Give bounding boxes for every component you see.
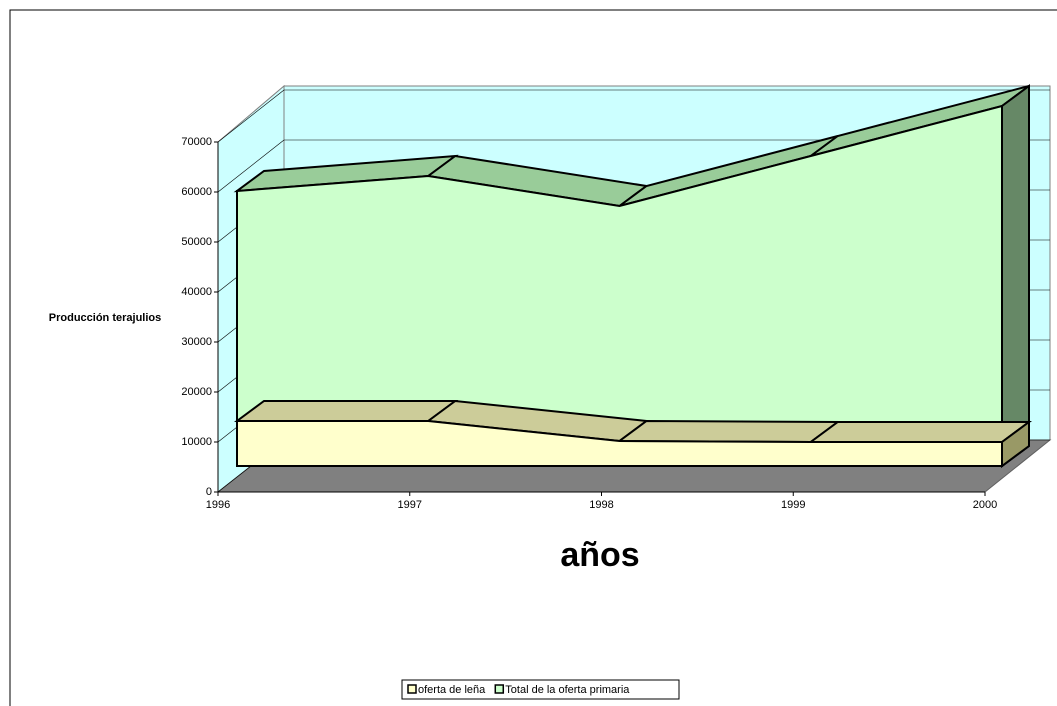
area-top [233,400,459,422]
grid-line [217,89,285,143]
x-tick-label: 1997 [398,499,422,511]
legend-swatch [494,684,505,694]
y-tick-label: 0 [206,486,212,498]
area-end [1001,84,1030,468]
x-tick-label: 2000 [973,499,997,511]
grid-line [217,139,285,193]
y-tick-label: 70000 [181,136,212,148]
y-tick-label: 30000 [181,336,212,348]
y-tick-label: 50000 [181,236,212,248]
x-tick-label: 1999 [781,499,805,511]
y-tick-label: 40000 [181,286,212,298]
x-tick-label: 1998 [589,499,613,511]
y-tick-label: 60000 [181,186,212,198]
area-top [807,421,1033,443]
area [236,420,1003,467]
y-tick-label: 10000 [181,436,212,448]
legend-label: oferta de leña [418,684,486,696]
legend-label: Total de la oferta primaria [505,684,630,696]
area [236,104,1003,467]
area-top [616,419,841,444]
y-tick-label: 20000 [181,386,212,398]
y-axis-label: Producción terajulios [49,312,161,324]
x-axis-label: años [560,536,639,574]
x-tick-label: 1996 [206,499,230,511]
frame [9,9,1057,706]
legend-swatch [407,684,417,694]
legend: oferta de leña Total de la oferta primari… [401,679,680,700]
legend-box [401,679,680,700]
